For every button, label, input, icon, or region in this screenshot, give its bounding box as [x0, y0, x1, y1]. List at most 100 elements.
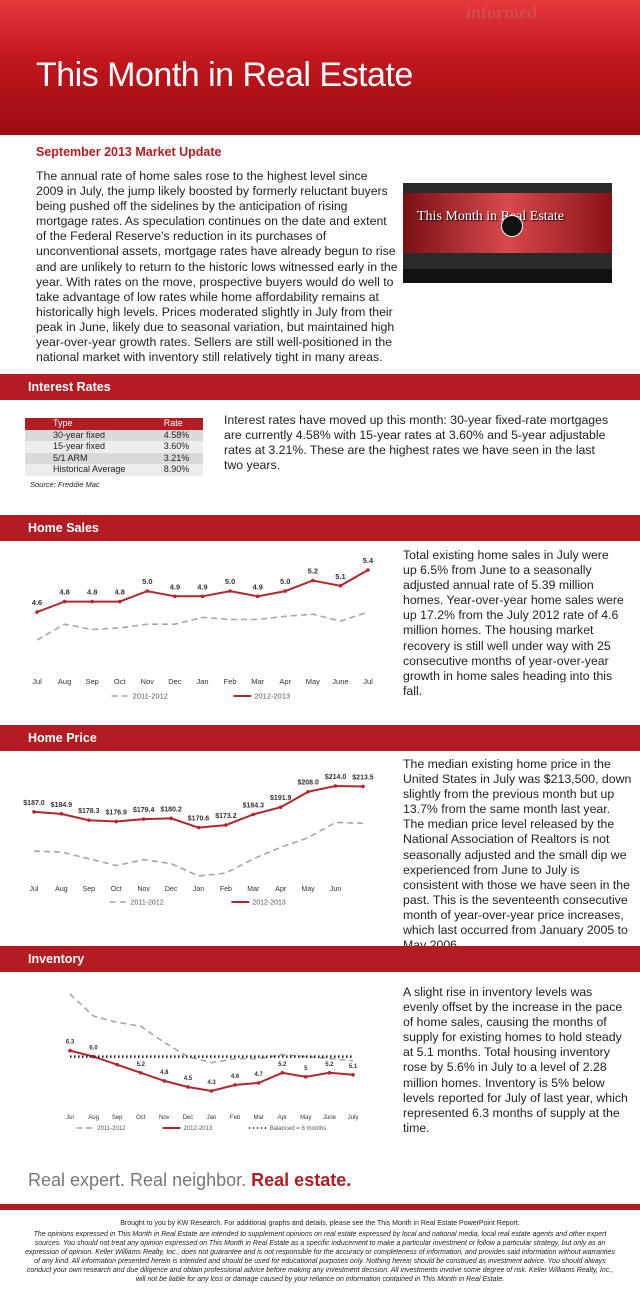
table-source: Source: Freddie Mac — [30, 480, 100, 489]
x-tick-label: Mar — [251, 677, 264, 686]
x-tick-label: Jul — [30, 886, 39, 893]
footer-disclaimer: The opinions expressed in This Month in … — [25, 1231, 615, 1283]
x-tick-label: Feb — [220, 886, 232, 893]
data-label: $179.4 — [133, 807, 155, 814]
data-point — [87, 818, 91, 822]
x-tick-label: Dec — [168, 677, 182, 686]
data-label: 5.2 — [308, 567, 318, 576]
data-point — [115, 1062, 119, 1067]
data-label: 5.0 — [142, 577, 152, 586]
x-tick-label: Jul — [66, 1115, 74, 1121]
data-point — [256, 1081, 261, 1085]
legend-label: 2011-2012 — [133, 692, 168, 701]
x-tick-label: Apr — [279, 677, 291, 686]
data-label: $184.9 — [51, 802, 73, 809]
data-point — [90, 599, 94, 604]
chart: Jul Aug Sep Oct Nov Dec Jan Feb Mar Apr May Jun 2011… — [23, 774, 374, 906]
x-tick-label: Oct — [114, 677, 127, 686]
data-line — [69, 993, 354, 1064]
paragraph: The median existing home price in the Un… — [403, 757, 632, 952]
x-tick-label: Jan — [207, 1115, 217, 1121]
data-label: 6.0 — [89, 1046, 98, 1052]
data-point — [62, 599, 67, 604]
x-tick-label: Feb — [230, 1115, 241, 1121]
data-point — [32, 810, 36, 814]
data-point — [162, 1079, 167, 1083]
x-tick-label: Nov — [141, 677, 155, 686]
data-point — [283, 589, 288, 593]
data-label: $173.2 — [215, 813, 237, 820]
data-label: $208.0 — [297, 780, 319, 787]
data-label: 4.8 — [115, 588, 125, 597]
play-button[interactable] — [501, 215, 523, 237]
data-label: 4.3 — [207, 1080, 216, 1086]
data-point — [333, 784, 338, 788]
x-tick-label: Feb — [224, 677, 237, 686]
section-bar: Interest Rates — [0, 374, 640, 400]
x-tick-label: Mar — [247, 886, 260, 893]
x-tick-label: Jun — [330, 886, 341, 893]
header — [0, 0, 640, 135]
x-tick-label: Oct — [111, 886, 122, 893]
x-tick-label: Sep — [83, 886, 96, 893]
data-point — [59, 812, 64, 816]
video-thumbnail[interactable]: This Month in Real Estate — [403, 183, 612, 283]
data-label: $184.3 — [243, 802, 265, 809]
x-tick-label: Dec — [165, 886, 178, 893]
data-point — [114, 819, 119, 824]
x-tick-label: May — [306, 677, 320, 686]
x-tick-label: Oct — [136, 1115, 146, 1121]
divider — [0, 1204, 640, 1210]
table-cell: 4.58% — [163, 429, 190, 440]
data-label: 4.8 — [160, 1070, 169, 1076]
x-tick-label: May — [300, 1115, 311, 1121]
table-cell: 3.21% — [163, 452, 190, 463]
data-point — [141, 817, 146, 821]
data-label: 4.6 — [231, 1074, 240, 1080]
video-title: This Month in Real Estate — [417, 209, 564, 224]
table-cell: Historical Average — [53, 464, 126, 474]
data-point — [169, 816, 173, 821]
data-label: $170.6 — [188, 816, 210, 823]
data-label: 5.2 — [137, 1062, 146, 1068]
data-label: 4.9 — [197, 582, 207, 591]
data-point — [186, 1085, 190, 1089]
section-bar: Inventory — [0, 946, 640, 972]
data-label: 4.8 — [59, 588, 69, 597]
tagline-text: Real expert. Real neighbor. — [28, 1170, 247, 1190]
table-cell: 3.60% — [163, 441, 190, 451]
data-point — [251, 812, 256, 817]
x-tick-label: Aug — [58, 677, 71, 686]
x-tick-label: Jul — [363, 677, 373, 686]
x-tick-label: Jul — [32, 677, 42, 686]
data-point — [361, 784, 365, 789]
data-point — [233, 1083, 237, 1087]
x-tick-label: Aug — [55, 886, 68, 893]
data-point — [311, 578, 315, 583]
data-line — [36, 611, 369, 641]
rates-table: Type Rate 30-year fixed 4.58% 15-year fixe… — [25, 418, 203, 476]
x-tick-label: Apr — [278, 1115, 287, 1121]
table-cell: 8.90% — [163, 464, 190, 474]
chart: Jul Aug Sep Oct Nov Dec Jan Feb Mar Apr May June Jul… — [32, 556, 374, 701]
x-tick-label: Nov — [137, 886, 150, 893]
legend-label: Balanced = 6 months — [270, 1126, 327, 1132]
x-tick-label: Jan — [193, 886, 204, 893]
data-point — [35, 610, 39, 614]
data-point — [228, 589, 232, 593]
data-point — [366, 568, 370, 572]
data-point — [138, 1071, 143, 1075]
data-point — [68, 1048, 72, 1053]
x-tick-label: July — [348, 1115, 359, 1121]
data-point — [306, 789, 310, 794]
data-label: 4.6 — [32, 598, 42, 607]
table-cell: 15-year fixed — [53, 441, 106, 451]
table-header: Rate — [163, 418, 183, 428]
data-label: 4.7 — [254, 1072, 263, 1078]
data-label: 6.3 — [66, 1040, 75, 1046]
data-point — [200, 594, 205, 599]
data-label: 5.0 — [280, 577, 290, 586]
data-label: $187.0 — [23, 800, 45, 807]
data-point — [117, 599, 122, 604]
paragraph: A slight rise in inventory levels was ev… — [403, 985, 628, 1135]
